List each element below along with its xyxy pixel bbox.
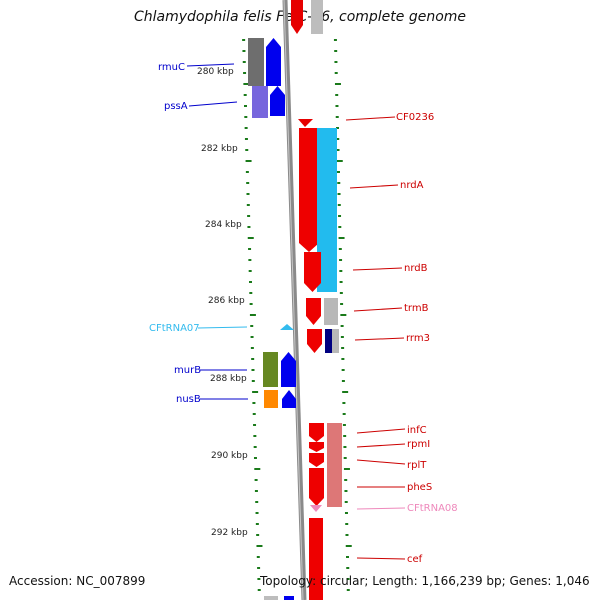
- genome-backbone: [282, 0, 307, 600]
- gene-label-trmB[interactable]: trmB: [404, 303, 429, 314]
- gene-label-nrdB[interactable]: nrdB: [404, 263, 428, 274]
- gene-label-CFtRNA08[interactable]: CFtRNA08: [407, 503, 458, 514]
- gene-bar-CF0236: [298, 119, 313, 127]
- cog-bar-partial-bottom: [264, 596, 278, 600]
- gene-bar-nusB: [282, 390, 296, 408]
- label-leader-line: [356, 443, 406, 448]
- gene-bar-pheS: [309, 468, 324, 506]
- gene-bar-CFtRNA08: [310, 505, 322, 512]
- gene-label-CF0236[interactable]: CF0236: [396, 112, 434, 123]
- cog-bar-nusB: [264, 390, 278, 408]
- label-leader-line: [356, 459, 406, 465]
- gene-label-pssA[interactable]: pssA: [164, 101, 188, 112]
- gene-bar-partial-bottom: [284, 596, 294, 600]
- cog-bar-rmuC: [248, 38, 264, 86]
- genome-summary-text: Topology: circular; Length: 1,166,239 bp…: [260, 574, 590, 588]
- scale-label: 284 kbp: [205, 220, 242, 230]
- gene-label-murB[interactable]: murB: [174, 365, 201, 376]
- cog-bar-partial-top: [311, 0, 323, 34]
- gene-label-rmuC[interactable]: rmuC: [158, 62, 185, 73]
- cog-bar-pssA: [252, 86, 268, 118]
- cog-bar-rrm3-b: [332, 329, 339, 353]
- gene-label-rpmI[interactable]: rpmI: [407, 439, 430, 450]
- gene-label-rplT[interactable]: rplT: [407, 460, 427, 471]
- cog-bar-murB: [263, 352, 278, 387]
- cog-bar-trmB: [324, 298, 338, 325]
- gene-bar-rmuC: [266, 38, 281, 86]
- scale-label: 282 kbp: [201, 144, 238, 154]
- gene-label-cef[interactable]: cef: [407, 554, 423, 565]
- scale-label: 280 kbp: [197, 67, 234, 77]
- cog-bar-nrdA: [317, 128, 337, 292]
- label-leader-line: [188, 101, 238, 107]
- gene-label-CFtRNA07[interactable]: CFtRNA07: [149, 323, 200, 334]
- gene-bar-trmB: [306, 298, 321, 325]
- gene-bar-rrm3: [307, 329, 322, 353]
- gene-label-leaders: [186, 63, 406, 560]
- gene-label-nrdA[interactable]: nrdA: [400, 180, 424, 191]
- label-leader-line: [353, 307, 403, 312]
- gene-label-nusB[interactable]: nusB: [176, 394, 201, 405]
- gene-bar-cef: [309, 518, 323, 600]
- scale-label: 290 kbp: [211, 451, 248, 461]
- scale-label: 292 kbp: [211, 528, 248, 538]
- label-leader-line: [352, 267, 403, 271]
- genome-backbone-highlight: [283, 0, 304, 600]
- label-leader-line: [345, 116, 396, 121]
- label-leader-line: [356, 557, 406, 560]
- gene-label-rrm3[interactable]: rrm3: [406, 333, 430, 344]
- label-leader-line: [197, 326, 248, 329]
- gene-bar-nrdA: [299, 128, 319, 252]
- scale-label: 286 kbp: [208, 296, 245, 306]
- gene-bar-rpmI: [309, 442, 324, 452]
- label-leader-line: [354, 337, 405, 341]
- gene-bar-rplT: [309, 453, 324, 467]
- scale-label: 288 kbp: [210, 374, 247, 384]
- gene-bar-murB: [281, 352, 296, 387]
- gene-label-infC[interactable]: infC: [407, 425, 427, 436]
- gene-bar-partial-top: [291, 0, 303, 34]
- gene-label-pheS[interactable]: pheS: [407, 482, 432, 493]
- gene-bar-infC: [309, 423, 324, 442]
- cog-bar-rrm3-a: [325, 329, 332, 353]
- gene-features: [248, 0, 342, 600]
- label-leader-line: [349, 184, 399, 189]
- gene-bar-nrdB: [304, 252, 321, 292]
- cog-bar-infC-pheS: [327, 423, 342, 507]
- accession-text: Accession: NC_007899: [9, 574, 146, 588]
- gene-bar-pssA: [270, 86, 285, 116]
- label-leader-line: [356, 507, 406, 510]
- label-leader-line: [186, 63, 235, 67]
- label-leader-line: [356, 428, 406, 434]
- gene-bar-CFtRNA07: [280, 324, 294, 330]
